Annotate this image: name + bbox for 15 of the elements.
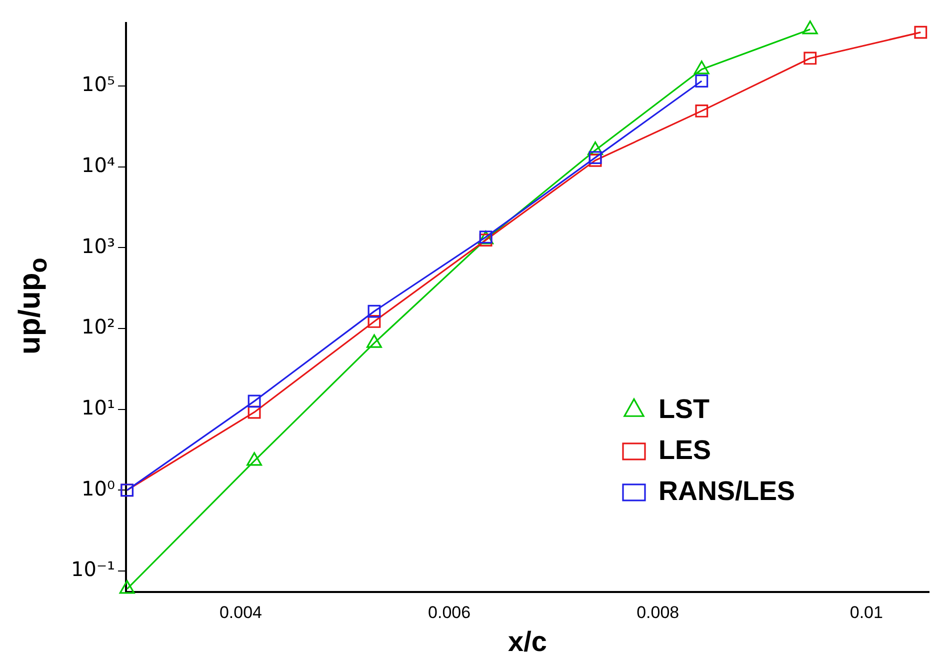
y-tick-label: 10⁰	[82, 476, 116, 500]
legend-label: LES	[658, 434, 712, 465]
y-tick-label: 10⁵	[82, 72, 116, 96]
x-tick-label: 0.01	[850, 602, 883, 622]
y-tick-label: 10²	[82, 314, 116, 339]
x-axis-title: x/c	[508, 626, 547, 657]
y-tick-label: 10⁻¹	[70, 557, 116, 582]
y-tick-label: 10³	[82, 234, 116, 258]
y-tick-label: 10⁴	[82, 152, 116, 177]
x-tick-label: 0.004	[219, 602, 262, 622]
legend-label: LST	[658, 394, 710, 424]
x-tick-label: 0.008	[636, 602, 680, 622]
y-tick-label: 10¹	[82, 396, 116, 420]
legend-label: RANS/LES	[658, 476, 796, 506]
x-tick-label: 0.006	[428, 602, 471, 622]
